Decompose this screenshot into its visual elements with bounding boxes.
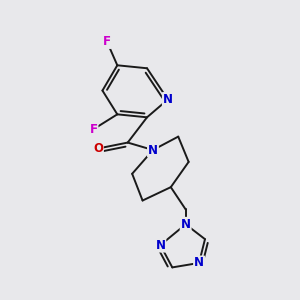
Text: N: N xyxy=(148,143,158,157)
Text: N: N xyxy=(194,256,204,269)
Text: N: N xyxy=(155,238,165,252)
Text: F: F xyxy=(103,35,111,48)
Text: O: O xyxy=(93,142,103,155)
Text: F: F xyxy=(89,123,98,136)
Text: N: N xyxy=(163,93,173,106)
Text: N: N xyxy=(181,218,191,231)
